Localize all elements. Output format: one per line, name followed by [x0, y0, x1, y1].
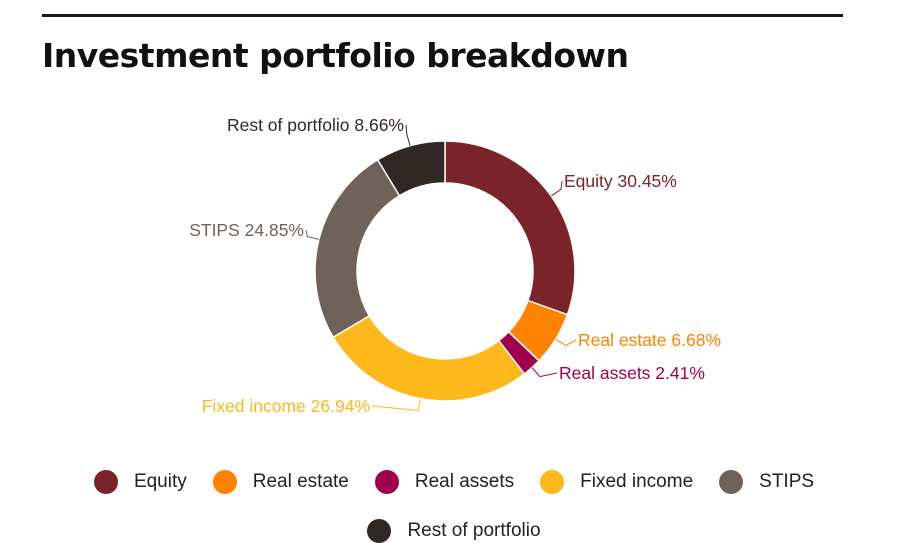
legend-label: STIPS — [759, 471, 815, 492]
legend-label: Equity — [133, 471, 187, 492]
donut-chart: Equity 30.45% Real estate 6.68% Real asset… — [189, 115, 721, 416]
slice-label-fixed-income: Fixed income 26.94% — [202, 396, 370, 416]
slice-label-rest-of-portfolio: Rest of portfolio 8.66% — [227, 115, 404, 135]
legend-row-2: Rest of portfolio — [0, 519, 908, 543]
top-divider — [42, 14, 843, 17]
page-title: Investment portfolio breakdown — [42, 36, 629, 75]
legend-swatch-stips — [719, 470, 744, 494]
legend-item-fixed-income[interactable]: Fixed income — [540, 470, 693, 494]
legend-item-stips[interactable]: STIPS — [719, 470, 814, 494]
legend-swatch-real-assets — [374, 470, 399, 494]
slice-label-real-assets: Real assets 2.41% — [559, 363, 705, 383]
legend-item-real-estate[interactable]: Real estate — [212, 470, 349, 494]
leader-line-rest-of-portfolio — [405, 124, 411, 146]
leader-line-fixed-income — [371, 398, 422, 412]
slice-equity[interactable] — [444, 140, 576, 316]
legend-label: Rest of portfolio — [407, 520, 541, 541]
legend-label: Real assets — [414, 471, 515, 492]
legend: Equity Real estate Real assets Fixed inc… — [0, 470, 908, 494]
legend-swatch-fixed-income — [540, 470, 565, 494]
legend-swatch-equity — [93, 470, 118, 494]
legend-item-real-assets[interactable]: Real assets — [374, 470, 515, 494]
slice-label-real-estate: Real estate 6.68% — [578, 330, 721, 350]
slice-stips[interactable] — [314, 158, 401, 339]
slice-fixed-income[interactable] — [332, 314, 526, 402]
slice-label-equity: Equity 30.45% — [564, 171, 677, 191]
slice-rest-of-portfolio[interactable] — [376, 140, 446, 197]
legend-label: Real estate — [252, 471, 349, 492]
legend-label: Fixed income — [580, 471, 694, 492]
legend-swatch-rest-of-portfolio — [367, 519, 392, 543]
legend-item-equity[interactable]: Equity — [93, 470, 187, 494]
leader-line-real-estate — [555, 338, 577, 347]
leader-line-real-assets — [531, 367, 558, 378]
legend-swatch-real-estate — [212, 470, 237, 494]
leader-line-stips — [305, 229, 320, 240]
legend-item-rest-of-portfolio[interactable]: Rest of portfolio — [367, 519, 541, 543]
slice-label-stips: STIPS 24.85% — [189, 220, 304, 240]
leader-line-equity — [550, 180, 563, 197]
